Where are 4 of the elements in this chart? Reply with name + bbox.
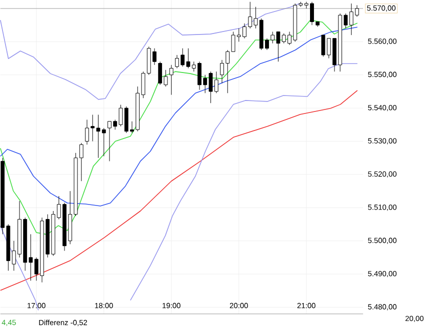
line-series: [0, 2, 301, 100]
line-series: [0, 26, 358, 206]
line-series: [0, 90, 358, 291]
candlestick: [169, 64, 174, 96]
